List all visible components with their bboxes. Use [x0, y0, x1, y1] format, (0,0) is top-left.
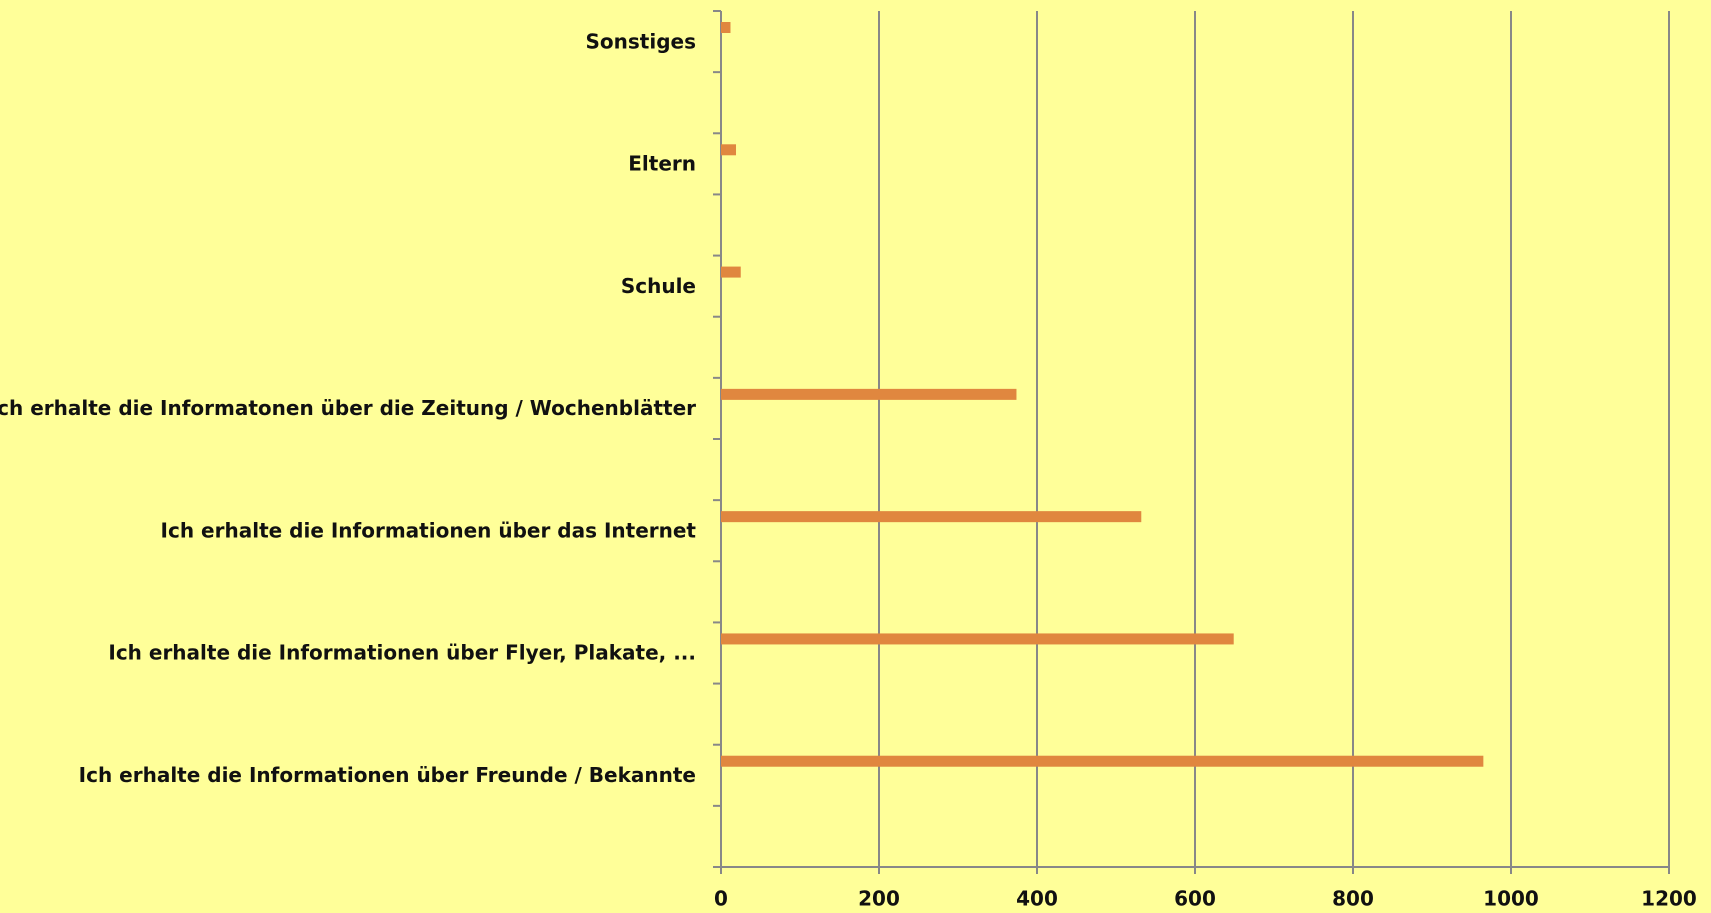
x-tick-label: 800 — [1332, 887, 1374, 911]
bar — [721, 388, 1017, 400]
bar — [721, 755, 1484, 767]
bar — [721, 511, 1142, 523]
y-tick-label: Ich erhalte die Informationen über das I… — [161, 518, 697, 542]
x-tick-label: 200 — [858, 887, 900, 911]
y-tick-label: Eltern — [628, 152, 696, 176]
bar — [721, 144, 737, 156]
y-tick-label: Ich erhalte die Informationen über Flyer… — [108, 641, 696, 665]
x-tick-label: 0 — [714, 887, 728, 911]
y-tick-label: Sonstiges — [586, 29, 697, 53]
bar — [721, 266, 741, 278]
bar — [721, 22, 731, 34]
x-tick-label: 400 — [1016, 887, 1058, 911]
x-tick-label: 1200 — [1641, 887, 1697, 911]
y-tick-label: Schule — [621, 274, 696, 298]
y-tick-label: Ich erhalte die Informationen über Freun… — [79, 763, 696, 787]
x-tick-label: 1000 — [1483, 887, 1539, 911]
x-tick-label: 600 — [1174, 887, 1216, 911]
y-tick-label: Ich erhalte die Informatonen über die Ze… — [0, 396, 696, 420]
bar — [721, 633, 1234, 645]
